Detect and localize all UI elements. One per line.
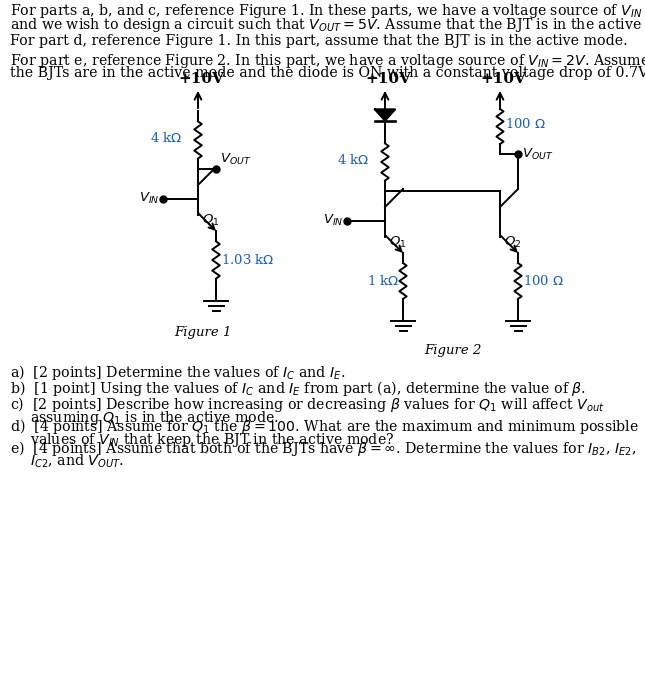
Text: 4 k$\Omega$: 4 k$\Omega$ <box>150 131 183 145</box>
Text: values of $V_{IN}$ that keep the BJT in the active mode?: values of $V_{IN}$ that keep the BJT in … <box>30 431 394 449</box>
Text: $Q_1$: $Q_1$ <box>389 235 406 250</box>
Text: e)  [4 points] Assume that both of the BJTs have $\beta = \infty$. Determine the: e) [4 points] Assume that both of the BJ… <box>10 439 637 458</box>
Text: $V_{IN}$: $V_{IN}$ <box>139 190 159 205</box>
Text: $V_{OUT}$: $V_{OUT}$ <box>220 152 252 167</box>
Text: For parts a, b, and c, reference Figure 1. In these parts, we have a voltage sou: For parts a, b, and c, reference Figure … <box>10 2 645 20</box>
Text: $V_{IN}$: $V_{IN}$ <box>322 212 343 227</box>
Polygon shape <box>375 110 395 121</box>
Text: +10V: +10V <box>178 72 224 86</box>
Text: assuming $Q_1$ is in the active mode.: assuming $Q_1$ is in the active mode. <box>30 409 279 427</box>
Text: 100 $\Omega$: 100 $\Omega$ <box>523 274 564 288</box>
Text: For part d, reference Figure 1. In this part, assume that the BJT is in the acti: For part d, reference Figure 1. In this … <box>10 34 628 48</box>
Text: 1.03 k$\Omega$: 1.03 k$\Omega$ <box>221 253 274 267</box>
Text: and we wish to design a circuit such that $V_{OUT} = 5V$. Assume that the BJT is: and we wish to design a circuit such tha… <box>10 16 645 34</box>
Text: 100 $\Omega$: 100 $\Omega$ <box>505 118 546 132</box>
Text: Figure 1: Figure 1 <box>174 326 232 339</box>
Text: +10V: +10V <box>365 72 411 86</box>
Text: $V_{OUT}$: $V_{OUT}$ <box>522 147 553 161</box>
Text: b)  [1 point] Using the values of $I_C$ and $I_E$ from part (a), determine the v: b) [1 point] Using the values of $I_C$ a… <box>10 379 586 398</box>
Text: 1 k$\Omega$: 1 k$\Omega$ <box>367 274 399 288</box>
Text: For part e, reference Figure 2. In this part, we have a voltage source of $V_{IN: For part e, reference Figure 2. In this … <box>10 52 645 70</box>
Text: Figure 2: Figure 2 <box>424 344 481 357</box>
Text: +10V: +10V <box>480 72 526 86</box>
Text: a)  [2 points] Determine the values of $I_C$ and $I_E$.: a) [2 points] Determine the values of $I… <box>10 363 345 382</box>
Text: the BJTs are in the active mode and the diode is ON with a constant voltage drop: the BJTs are in the active mode and the … <box>10 66 645 80</box>
Text: d)  [4 points] Assume for $Q_1$ the $\beta = 100$. What are the maximum and mini: d) [4 points] Assume for $Q_1$ the $\bet… <box>10 417 639 436</box>
Text: $Q_2$: $Q_2$ <box>504 235 521 250</box>
Text: c)  [2 points] Describe how increasing or decreasing $\beta$ values for $Q_1$ wi: c) [2 points] Describe how increasing or… <box>10 395 604 414</box>
Text: $I_{C2}$, and $V_{OUT}$.: $I_{C2}$, and $V_{OUT}$. <box>30 453 124 471</box>
Text: 4 k$\Omega$: 4 k$\Omega$ <box>337 153 370 167</box>
Text: $Q_1$: $Q_1$ <box>202 213 219 228</box>
